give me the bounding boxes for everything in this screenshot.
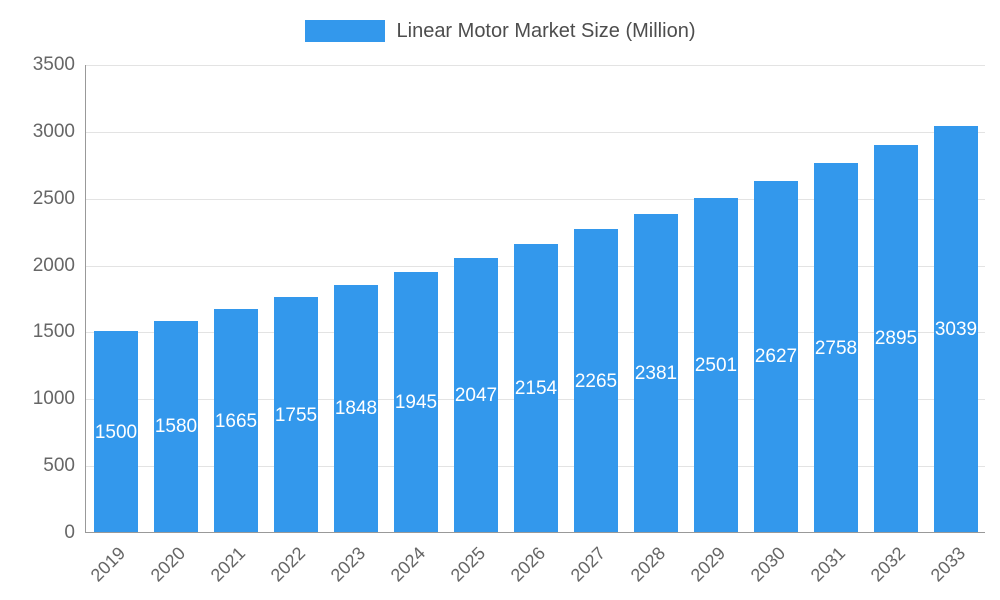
- x-axis-tick-label: 2030: [746, 543, 790, 586]
- x-axis-tick-label: 2028: [626, 543, 670, 586]
- bar-2022[interactable]: [274, 297, 318, 532]
- bar-2024[interactable]: [394, 271, 438, 532]
- y-axis-tick-label: 2500: [32, 187, 75, 209]
- x-axis-tick-label: 2022: [266, 543, 310, 586]
- gridline: [86, 198, 985, 200]
- x-axis-tick-label: 2033: [926, 543, 970, 586]
- chart-legend: Linear Motor Market Size (Million): [0, 18, 1000, 44]
- bar-2029[interactable]: [694, 197, 738, 532]
- legend-swatch[interactable]: [304, 20, 385, 42]
- bar-2030[interactable]: [754, 180, 798, 532]
- bar-2032[interactable]: [874, 144, 918, 532]
- y-axis-tick-label: 0: [64, 522, 75, 543]
- bar-2026[interactable]: [514, 243, 558, 532]
- x-axis-tick-label: 2021: [206, 543, 250, 586]
- bar-2019[interactable]: [94, 331, 138, 532]
- gridline: [86, 65, 985, 66]
- x-axis-tick-label: 2020: [146, 543, 190, 586]
- bar-2021[interactable]: [214, 309, 258, 532]
- y-axis-tick-label: 500: [43, 455, 75, 477]
- x-axis-tick-label: 2025: [446, 543, 490, 586]
- x-axis-tick-label: 2027: [566, 543, 610, 586]
- y-axis-tick-label: 1500: [32, 321, 75, 343]
- y-axis-tick-label: 1000: [32, 388, 75, 410]
- gridline: [86, 131, 985, 133]
- x-axis-tick-label: 2032: [866, 543, 910, 586]
- y-axis-tick-label: 3500: [32, 54, 75, 75]
- bar-2031[interactable]: [814, 163, 858, 532]
- x-axis-tick-label: 2026: [506, 543, 550, 586]
- bar-2025[interactable]: [454, 258, 498, 532]
- x-axis-tick-label: 2029: [686, 543, 730, 586]
- bar-2033[interactable]: [934, 125, 978, 532]
- y-axis-tick-label: 2000: [32, 254, 75, 276]
- bar-2020[interactable]: [154, 320, 198, 532]
- x-axis-tick-label: 2024: [386, 543, 430, 586]
- legend-label[interactable]: Linear Motor Market Size (Million): [396, 19, 696, 42]
- bar-2023[interactable]: [334, 284, 378, 532]
- y-axis-tick-label: 3000: [32, 120, 75, 142]
- plot-area: 1500 1580 1665 1755 1848 1945 2047 2154 2265 2381…: [85, 65, 985, 533]
- x-axis-tick-label: 2023: [326, 543, 370, 586]
- x-axis-tick-label: 2031: [806, 543, 850, 586]
- bar-2027[interactable]: [574, 229, 618, 532]
- x-axis-tick-label: 2019: [86, 543, 130, 586]
- bar-2028[interactable]: [634, 213, 678, 532]
